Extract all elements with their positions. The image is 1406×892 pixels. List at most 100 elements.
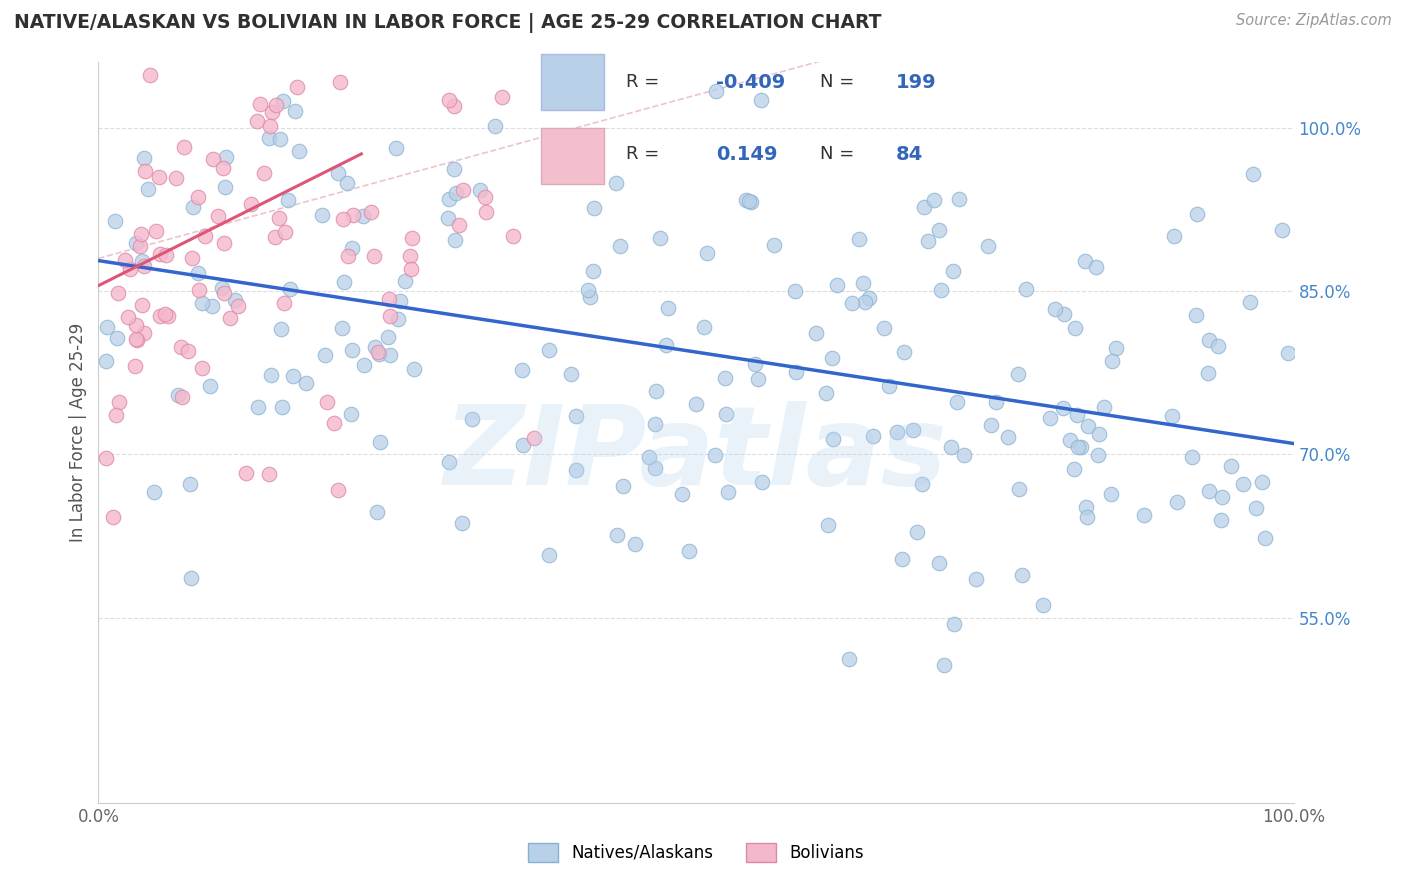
Point [283,369,305,384]
Point [1166,495,1188,509]
Point [1254,531,1277,545]
Point [443,99,465,113]
Point [538,343,561,357]
Point [187,267,209,281]
Point [1251,475,1274,489]
Point [1076,509,1098,524]
Point [269,132,291,146]
Point [284,104,307,119]
Point [1206,339,1229,353]
Point [512,363,534,377]
Point [1070,440,1092,454]
Point [402,362,425,376]
Point [333,275,356,289]
Point [841,295,863,310]
Point [1007,368,1029,382]
Point [257,130,280,145]
Point [145,224,167,238]
Point [259,467,281,481]
Point [267,211,290,225]
Point [671,486,693,500]
Point [1092,400,1115,414]
Point [893,345,915,359]
Point [224,293,246,307]
Point [187,190,209,204]
Point [314,348,336,362]
Point [353,358,375,372]
Point [366,505,388,519]
Point [1187,207,1209,221]
Text: ZIPatlas: ZIPatlas [444,401,948,508]
Point [468,183,491,197]
Point [323,417,346,431]
Point [285,79,308,94]
Point [717,484,740,499]
Point [274,226,297,240]
Point [263,230,285,244]
Point [735,194,758,208]
Point [155,248,177,262]
Point [117,310,139,324]
Text: -0.409: -0.409 [716,73,786,92]
Point [207,209,229,223]
Point [1099,487,1122,501]
Text: NATIVE/ALASKAN VS BOLIVIAN IN LABOR FORCE | AGE 25-29 CORRELATION CHART: NATIVE/ALASKAN VS BOLIVIAN IN LABOR FORC… [14,13,882,33]
Point [136,182,159,196]
Point [398,249,420,263]
Point [582,264,605,278]
Point [744,357,766,371]
Point [295,376,318,390]
Point [502,229,524,244]
Point [565,409,588,423]
Point [167,388,190,402]
Point [149,246,172,260]
Point [1271,223,1294,237]
Point [1133,508,1156,522]
Point [928,223,950,237]
Point [853,295,876,310]
Point [246,114,269,128]
Point [125,333,148,347]
Point [1008,482,1031,496]
Point [259,119,281,133]
Point [125,332,148,346]
Point [447,218,470,232]
Point [901,423,924,437]
Point [693,320,716,334]
Point [364,340,387,354]
Point [740,194,762,209]
Point [378,348,401,362]
Point [134,164,156,178]
Point [328,45,350,60]
Point [387,311,409,326]
Point [330,321,353,335]
Point [1015,282,1038,296]
Point [367,344,389,359]
Point [852,277,875,291]
Point [368,435,391,450]
Point [337,249,360,263]
Point [191,361,214,376]
Point [1181,450,1204,464]
Point [101,509,124,524]
Point [170,390,193,404]
Point [1045,302,1067,317]
Point [986,394,1008,409]
Point [650,231,672,245]
Point [624,537,647,551]
Point [838,651,860,665]
Point [260,105,283,120]
Point [336,176,359,190]
Point [1101,353,1123,368]
Point [444,234,467,248]
Point [444,186,467,201]
Point [342,208,364,222]
Point [823,432,845,446]
Point [239,197,262,211]
Point [817,517,839,532]
Point [785,284,807,298]
Point [644,417,666,431]
Point [825,278,848,293]
Point [287,144,309,158]
Point [180,252,202,266]
